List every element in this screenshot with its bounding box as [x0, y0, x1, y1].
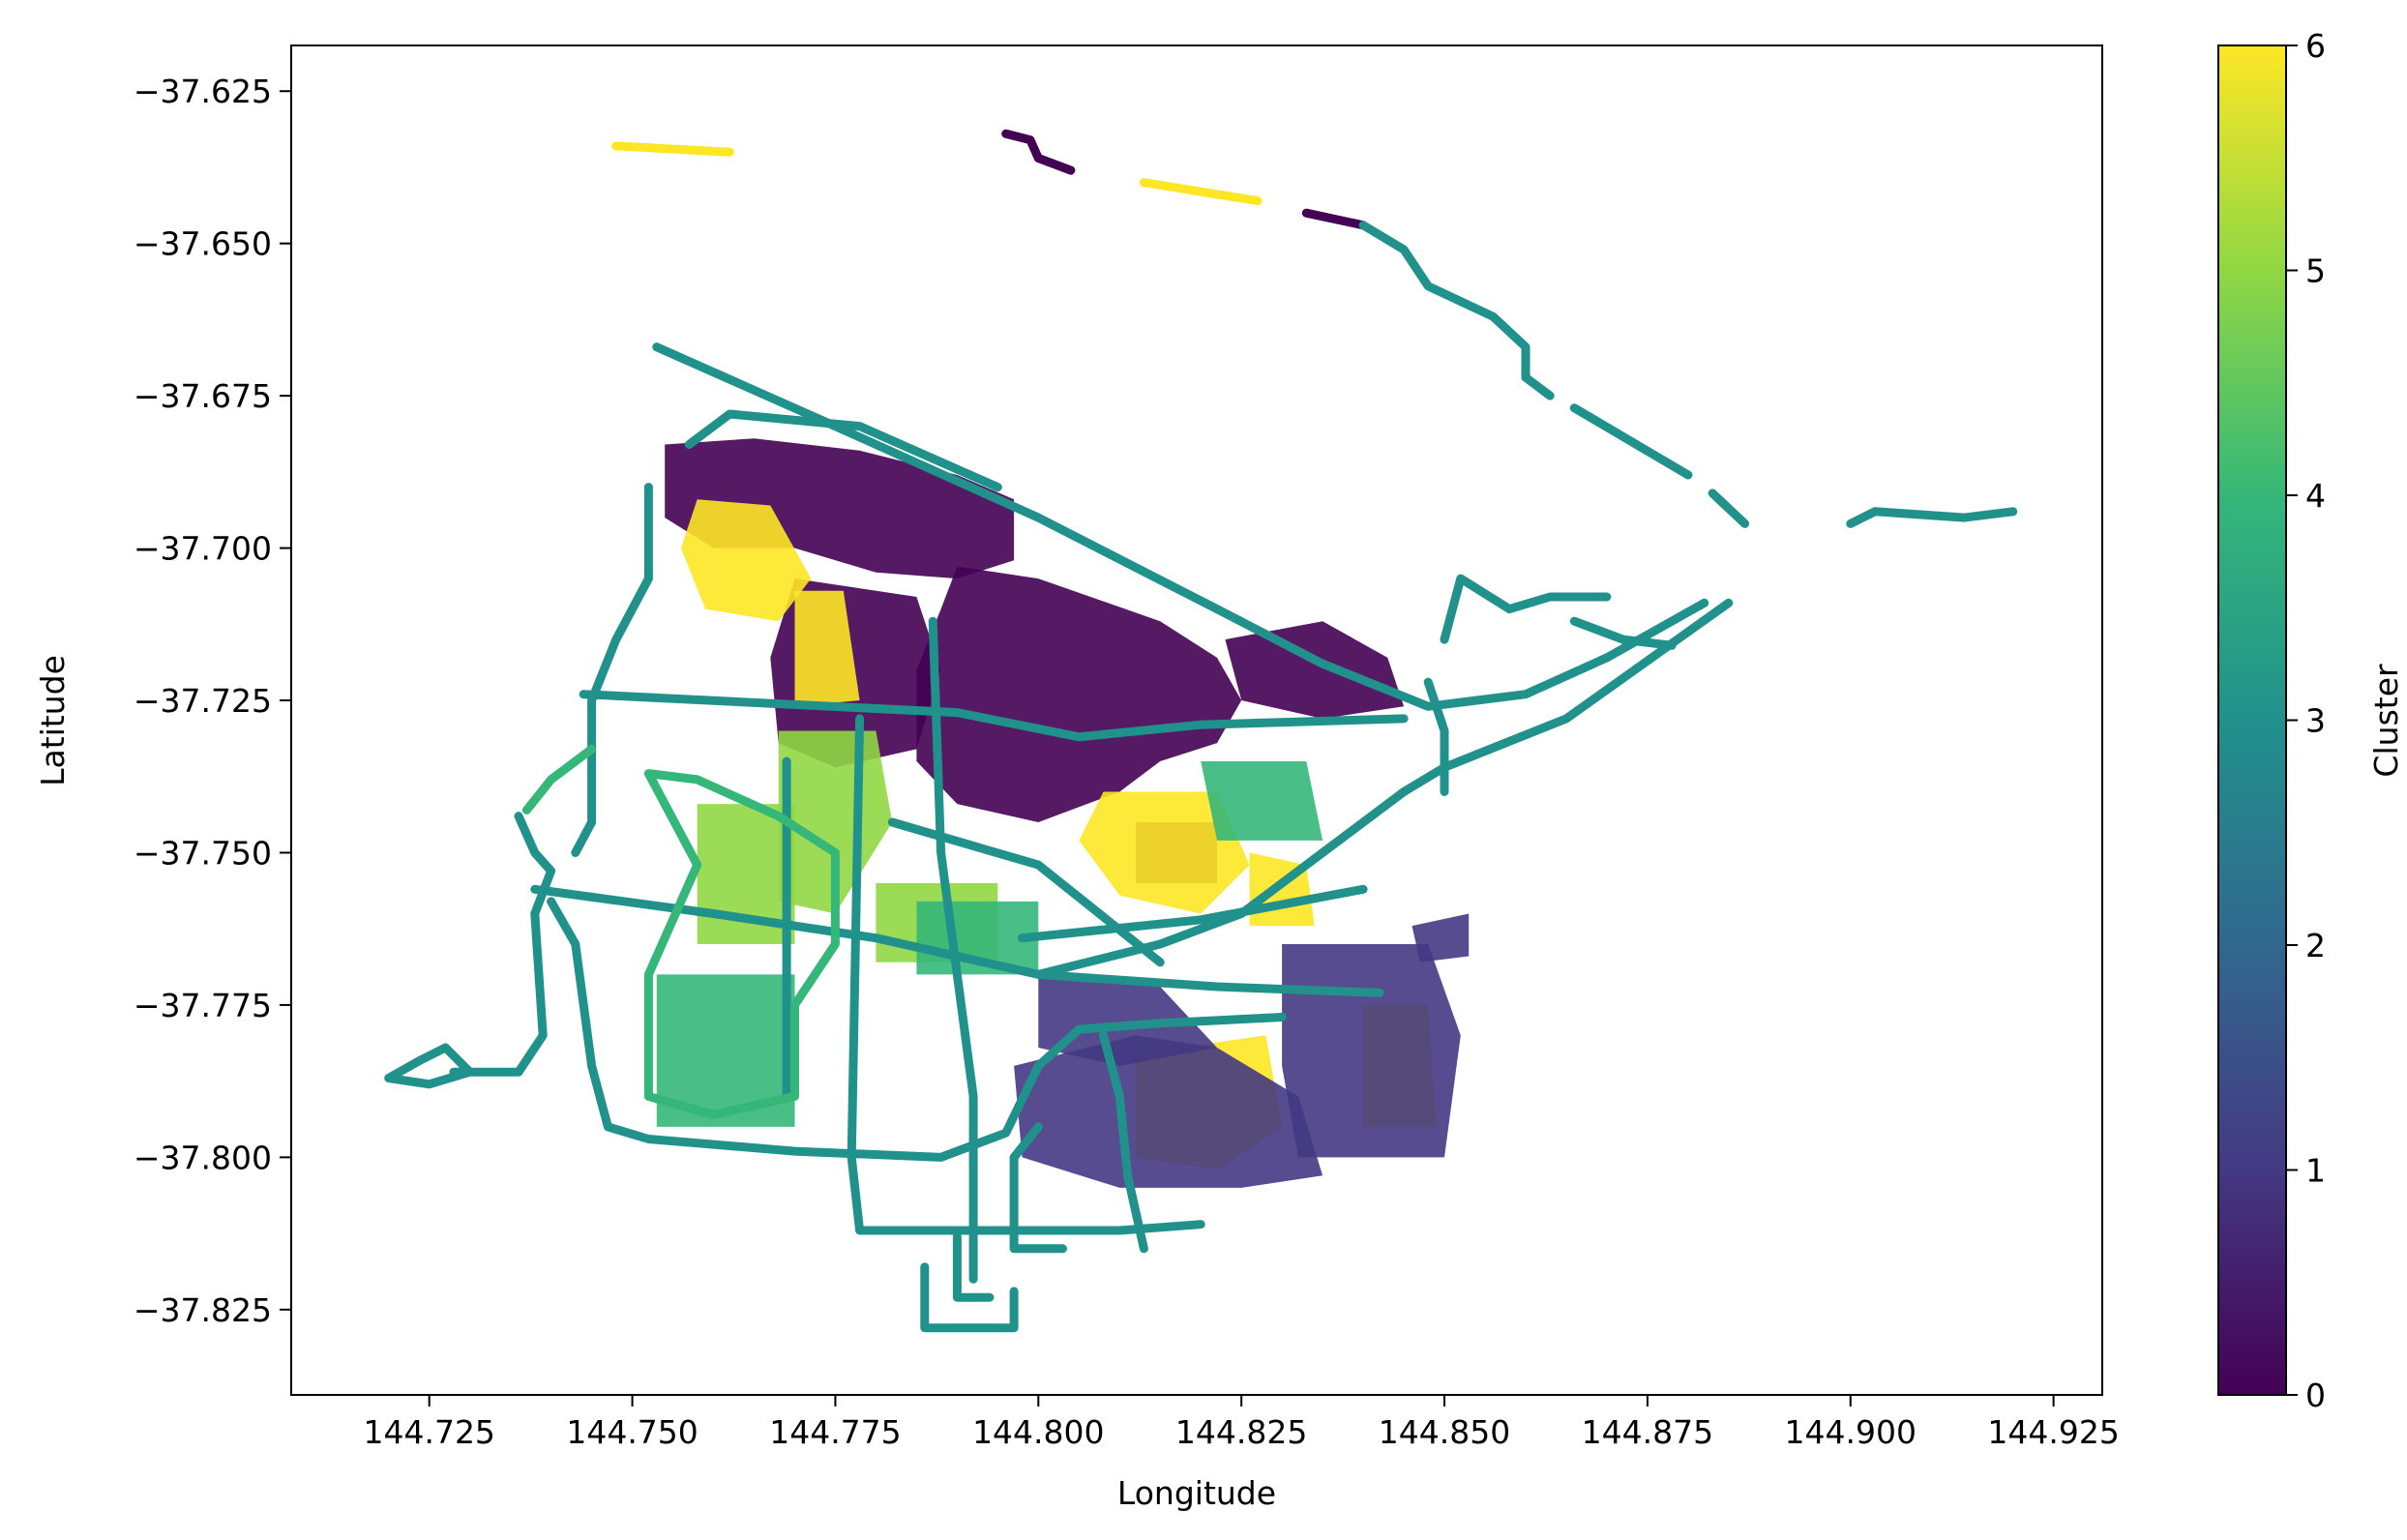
cluster-path-21 [1018, 884, 1368, 943]
x-tick-label: 144.850 [1379, 1413, 1510, 1451]
cluster-path-23 [1440, 574, 1612, 644]
y-tick-label: −37.675 [134, 377, 272, 415]
y-tick-label: −37.700 [134, 530, 272, 568]
x-axis: 144.725 144.750 144.775 144.800 144.825 144.8… [363, 1395, 2120, 1451]
cluster-path-30 [643, 769, 840, 1119]
cluster-region-12 [697, 804, 795, 944]
y-tick-label: −37.800 [134, 1139, 272, 1176]
x-tick-label: 144.750 [566, 1413, 698, 1451]
colorbar-tick-label: 6 [2305, 27, 2326, 65]
cluster-region-1 [916, 566, 1242, 822]
cluster-path-25 [1569, 616, 1677, 650]
cluster-path-27 [952, 1231, 995, 1302]
cluster-region-14 [656, 974, 795, 1127]
colorbar-tick-label: 0 [2305, 1377, 2326, 1414]
plot-frame [290, 44, 2103, 1396]
cluster-path-22 [887, 817, 1165, 967]
cluster-path-5 [1569, 403, 1693, 480]
colorbar-tick-label: 3 [2305, 702, 2326, 740]
colorbar-tick-label: 1 [2305, 1152, 2326, 1190]
cluster-path-16 [547, 897, 1287, 1162]
x-tick-label: 144.925 [1987, 1413, 2119, 1451]
cluster-region-7 [1079, 791, 1250, 914]
cluster-region-3 [1225, 621, 1405, 719]
cluster-path-6 [1708, 489, 1750, 528]
colorbar-tick-label: 5 [2305, 252, 2326, 290]
cluster-path-19 [1099, 1030, 1148, 1254]
cluster-path-26 [920, 1262, 1019, 1333]
cluster-path-20 [1033, 598, 1734, 979]
cluster-path-29 [521, 744, 597, 814]
cluster-path-8 [652, 342, 1709, 711]
cluster-region-6 [794, 590, 860, 707]
cluster-path-10 [571, 483, 653, 857]
colorbar-ticks: 0 1 2 3 4 5 6 [2286, 27, 2326, 1414]
x-tick-label: 144.900 [1785, 1413, 1917, 1451]
cluster-path-14 [928, 616, 978, 1284]
cluster-path-12 [847, 714, 1205, 1235]
y-axis: −37.625 −37.650 −37.675 −37.700 −37.725 −37.7… [134, 73, 291, 1329]
cluster-region-18 [1282, 944, 1461, 1158]
x-tick-label: 144.825 [1175, 1413, 1307, 1451]
cluster-path-24 [1423, 677, 1449, 796]
y-tick-label: −37.625 [134, 73, 272, 110]
cluster-path-9 [684, 409, 1002, 492]
cluster-path-2 [1139, 178, 1263, 206]
y-tick-label: −37.725 [134, 682, 272, 720]
colorbar [2217, 44, 2287, 1396]
y-tick-label: −37.650 [134, 225, 272, 263]
colorbar-tick-label: 4 [2305, 477, 2326, 515]
cluster-region-20 [1412, 913, 1470, 962]
x-tick-label: 144.800 [972, 1413, 1104, 1451]
cluster-path-11 [579, 690, 1409, 742]
y-tick-label: −37.825 [134, 1291, 272, 1329]
cluster-region-11 [778, 730, 893, 914]
cluster-path-1 [1001, 129, 1076, 175]
x-tick-label: 144.725 [363, 1413, 494, 1451]
cluster-path-0 [611, 141, 734, 157]
colorbar-tick-label: 2 [2305, 927, 2326, 964]
y-tick-label: −37.775 [134, 987, 272, 1024]
cluster-path-17 [449, 812, 556, 1077]
x-axis-label: Longitude [1117, 1474, 1276, 1512]
cluster-region-17 [1014, 1035, 1323, 1188]
cluster-path-18 [1009, 1122, 1067, 1254]
cluster-path-15 [530, 884, 1384, 997]
cluster-path-3 [1301, 208, 1368, 230]
cluster-path-7 [1846, 507, 2018, 528]
x-tick-label: 144.875 [1582, 1413, 1713, 1451]
cluster-region-16 [1201, 761, 1323, 841]
cluster-region-19 [1038, 974, 1217, 1066]
y-axis-label: Latitude [34, 655, 72, 786]
y-tick-label: −37.750 [134, 834, 272, 872]
x-tick-label: 144.775 [769, 1413, 901, 1451]
colorbar-label: Cluster [2367, 664, 2405, 778]
cluster-path-4 [1358, 221, 1555, 400]
cluster-region-5 [680, 499, 812, 622]
data-layer [384, 129, 2018, 1333]
cluster-path-28 [384, 1043, 475, 1089]
